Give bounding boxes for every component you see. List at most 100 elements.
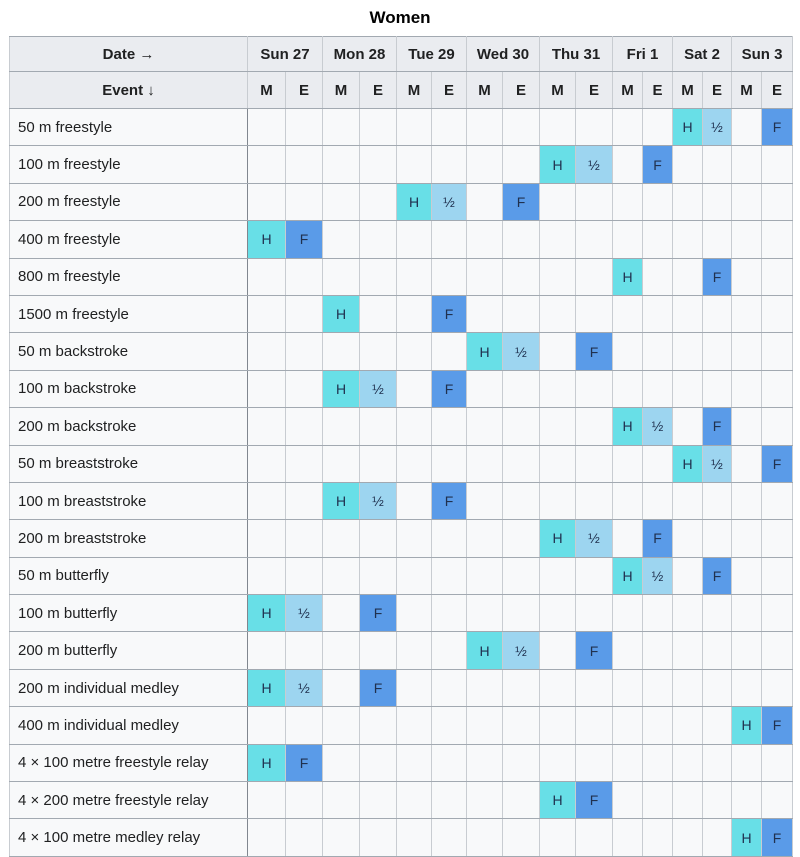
cell-empty (539, 369, 576, 409)
cell-empty (761, 257, 793, 296)
cell-empty (466, 556, 503, 596)
session-header-mon-28-e: E (359, 71, 397, 109)
cell-empty (502, 407, 540, 446)
cell-empty (672, 594, 703, 633)
event-name: 100 m butterfly (9, 594, 248, 633)
event-name: 4 × 100 metre medley relay (9, 818, 248, 857)
cell-empty (642, 107, 673, 147)
cell-final: F (702, 556, 732, 596)
cell-empty (396, 145, 432, 184)
cell-empty (431, 444, 467, 483)
cell-empty (466, 481, 503, 521)
cell-empty (322, 668, 360, 708)
table-row: 50 m breaststroke H ½ F (9, 444, 793, 483)
day-header-fri-1: Fri 1 (612, 36, 673, 72)
cell-empty (322, 107, 360, 147)
cell-empty (247, 519, 286, 558)
cell-semifinal: ½ (575, 519, 613, 558)
cell-empty (396, 294, 432, 334)
cell-empty (672, 182, 703, 222)
cell-final: F (431, 481, 467, 521)
cell-empty (642, 781, 673, 820)
cell-semifinal: ½ (285, 668, 323, 708)
cell-empty (642, 369, 673, 409)
cell-empty (502, 743, 540, 783)
table-row: 200 m butterfly H ½ F (9, 631, 793, 670)
cell-empty (731, 332, 762, 371)
cell-empty (539, 107, 576, 147)
cell-empty (642, 668, 673, 708)
cell-empty (672, 818, 703, 857)
cell-empty (285, 145, 323, 184)
cell-empty (359, 631, 397, 670)
cell-empty (247, 107, 286, 147)
cell-final: F (642, 145, 673, 184)
cell-heats: H (322, 481, 360, 521)
cell-empty (322, 145, 360, 184)
cell-empty (431, 668, 467, 708)
cell-empty (702, 594, 732, 633)
cell-empty (502, 519, 540, 558)
cell-empty (396, 818, 432, 857)
cell-empty (502, 594, 540, 633)
event-name: 100 m freestyle (9, 145, 248, 184)
cell-empty (731, 145, 762, 184)
cell-semifinal: ½ (702, 107, 732, 147)
cell-empty (247, 294, 286, 334)
cell-empty (431, 332, 467, 371)
cell-empty (466, 743, 503, 783)
cell-heats: H (731, 706, 762, 745)
cell-empty (642, 818, 673, 857)
cell-empty (502, 781, 540, 820)
cell-empty (731, 631, 762, 670)
cell-empty (466, 781, 503, 820)
cell-empty (322, 220, 360, 259)
cell-empty (285, 257, 323, 296)
cell-empty (359, 556, 397, 596)
cell-empty (502, 294, 540, 334)
cell-empty (575, 481, 613, 521)
cell-empty (431, 407, 467, 446)
cell-empty (247, 631, 286, 670)
cell-empty (322, 407, 360, 446)
cell-empty (502, 444, 540, 483)
cell-heats: H (612, 407, 643, 446)
cell-empty (396, 220, 432, 259)
session-header-sun-3-m: M (731, 71, 762, 109)
cell-empty (642, 706, 673, 745)
cell-final: F (431, 294, 467, 334)
cell-empty (359, 407, 397, 446)
event-name: 4 × 100 metre freestyle relay (9, 743, 248, 783)
cell-empty (612, 594, 643, 633)
cell-empty (322, 556, 360, 596)
cell-empty (359, 818, 397, 857)
session-header-tue-29-e: E (431, 71, 467, 109)
table-row: 400 m individual medley H F (9, 706, 793, 745)
cell-empty (612, 294, 643, 334)
cell-empty (396, 407, 432, 446)
cell-empty (731, 257, 762, 296)
session-header-thu-31-m: M (539, 71, 576, 109)
cell-empty (466, 145, 503, 184)
event-name: 200 m butterfly (9, 631, 248, 670)
cell-empty (575, 407, 613, 446)
cell-empty (761, 631, 793, 670)
cell-empty (539, 220, 576, 259)
cell-heats: H (247, 220, 286, 259)
cell-empty (539, 481, 576, 521)
cell-heats: H (731, 818, 762, 857)
cell-empty (247, 481, 286, 521)
cell-final: F (285, 220, 323, 259)
cell-empty (466, 519, 503, 558)
cell-empty (575, 182, 613, 222)
table-row: 800 m freestyle H F (9, 257, 793, 296)
cell-empty (642, 294, 673, 334)
cell-empty (672, 145, 703, 184)
session-header-sat-2-m: M (672, 71, 703, 109)
cell-empty (396, 781, 432, 820)
cell-empty (466, 706, 503, 745)
cell-empty (761, 182, 793, 222)
cell-empty (612, 706, 643, 745)
cell-empty (322, 631, 360, 670)
cell-empty (322, 781, 360, 820)
